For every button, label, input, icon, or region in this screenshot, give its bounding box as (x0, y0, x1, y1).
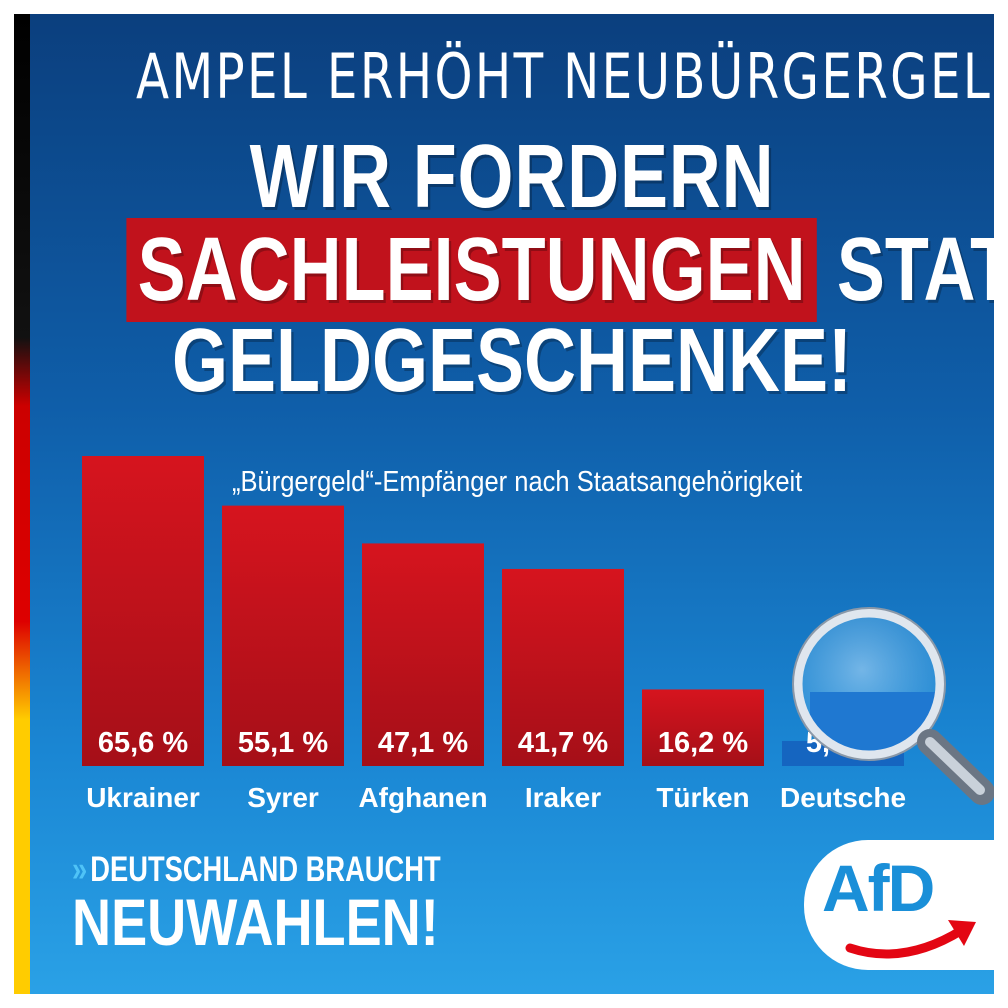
slogan-line-2: NEUWAHLEN! (72, 885, 439, 959)
headline-line-2: SACHLEISTUNGEN STATT (126, 218, 994, 322)
value-label-ukrainer: 65,6 % (98, 727, 188, 759)
value-label-iraker: 41,7 % (518, 727, 608, 759)
category-label-afghanen: Afghanen (358, 782, 487, 813)
slogan: »DEUTSCHLAND BRAUCHT NEUWAHLEN! (72, 852, 545, 955)
value-label-syrer: 55,1 % (238, 727, 328, 759)
bar-syrer (222, 505, 344, 766)
headline-line-3: GELDGESCHENKE! (171, 311, 853, 411)
german-flag-stripe (14, 14, 30, 994)
headline-subtitle: AMPEL ERHÖHT NEUBÜRGERGELD: (136, 40, 994, 113)
swoosh-arrow-icon (845, 920, 976, 959)
slogan-line-1: »DEUTSCHLAND BRAUCHT (72, 850, 441, 889)
category-label-ukrainer: Ukrainer (86, 782, 200, 813)
afd-logo: AfD (804, 840, 994, 970)
category-label-türken: Türken (656, 782, 749, 813)
value-label-türken: 16,2 % (658, 727, 748, 759)
bar-türken (642, 689, 764, 766)
category-label-syrer: Syrer (247, 782, 319, 813)
category-label-iraker: Iraker (525, 782, 601, 813)
headline-line-1: WIR FORDERN (249, 127, 775, 227)
magnifying-glass-icon (792, 607, 994, 805)
chevron-icon: » (72, 850, 88, 889)
bar-afghanen (362, 543, 484, 766)
headline-line-2-rest: STATT (836, 220, 994, 320)
value-label-afghanen: 47,1 % (378, 727, 468, 759)
bar-iraker (502, 568, 624, 766)
chart-title: „Bürgergeld“-Empfänger nach Staatsangehö… (232, 466, 803, 498)
category-label-deutsche: Deutsche (780, 782, 906, 813)
logo-text: AfD (822, 851, 935, 925)
bar-chart: 65,6 % Ukrainer 55,1 % Syrer 47,1 % Afghanen 4… (82, 456, 994, 813)
poster: AMPEL ERHÖHT NEUBÜRGERGELD: WIR FORDERN … (14, 14, 994, 994)
magnifier-rim (793, 608, 945, 760)
headline-highlight: SACHLEISTUNGEN (126, 218, 817, 322)
bar-ukrainer (82, 456, 204, 766)
